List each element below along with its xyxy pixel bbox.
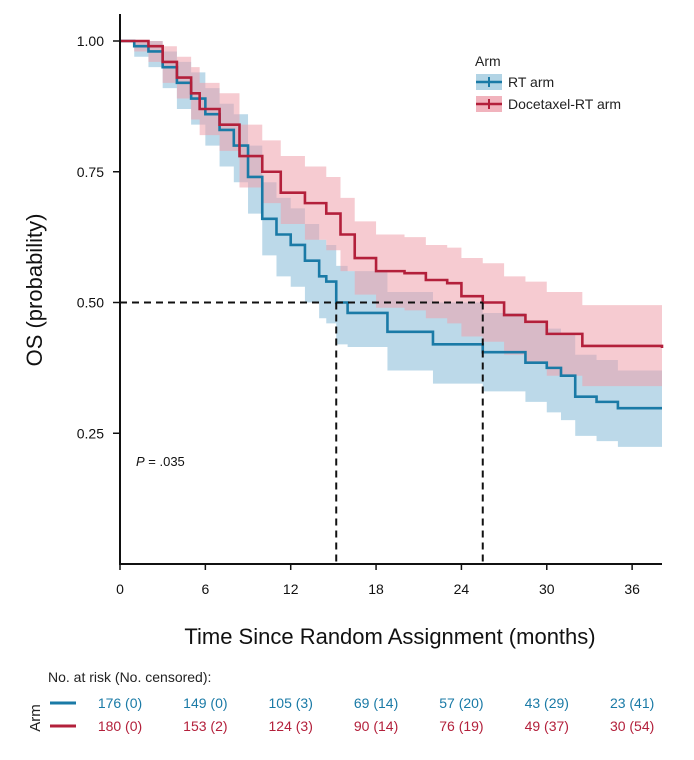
confidence-bands <box>120 41 662 447</box>
survival-curves <box>120 39 664 410</box>
x-tick-label: 36 <box>624 581 640 597</box>
risk-table-cell: 49 (37) <box>525 718 569 734</box>
median-lines <box>120 301 484 564</box>
risk-table-cell: 23 (41) <box>610 695 654 711</box>
y-tick-label: 0.25 <box>77 425 104 441</box>
legend-title: Arm <box>475 53 501 69</box>
legend-label-1: Docetaxel-RT arm <box>508 96 621 112</box>
x-tick-label: 30 <box>539 581 555 597</box>
x-tick-label: 18 <box>368 581 384 597</box>
survival-curve-1 <box>120 39 664 349</box>
risk-table-title: No. at risk (No. censored): <box>48 669 211 685</box>
x-tick-label: 12 <box>283 581 299 597</box>
x-axis-label: Time Since Random Assignment (months) <box>184 624 595 649</box>
risk-table-cell: 76 (19) <box>439 718 483 734</box>
legend: Arm RT arm Docetaxel-RT arm <box>475 53 621 112</box>
confidence-band-1 <box>120 41 662 389</box>
legend-label-0: RT arm <box>508 74 554 90</box>
risk-table-cell: 43 (29) <box>525 695 569 711</box>
p-value: = .035 <box>145 454 185 469</box>
y-tick-label: 0.75 <box>77 164 104 180</box>
risk-table-cell: 180 (0) <box>98 718 142 734</box>
ticks: 0 6 12 18 24 30 36 0.25 0.50 0.75 1.00 <box>77 33 640 597</box>
risk-table-cell: 176 (0) <box>98 695 142 711</box>
survival-curve-0 <box>120 39 662 410</box>
axes <box>119 14 662 565</box>
risk-table-cell: 105 (3) <box>269 695 313 711</box>
p-value-annotation: P = .035 <box>136 454 185 469</box>
x-tick-label: 24 <box>454 581 470 597</box>
y-tick-label: 0.50 <box>77 295 104 311</box>
risk-table: No. at risk (No. censored): Arm 176 (0) 1… <box>27 669 654 734</box>
risk-table-cell: 149 (0) <box>183 695 227 711</box>
risk-table-cell: 153 (2) <box>183 718 227 734</box>
risk-table-row-label: Arm <box>27 704 44 732</box>
risk-table-cell: 69 (14) <box>354 695 398 711</box>
x-tick-label: 6 <box>201 581 209 597</box>
risk-table-cell: 124 (3) <box>269 718 313 734</box>
y-tick-label: 1.00 <box>77 33 104 49</box>
risk-table-cell: 90 (14) <box>354 718 398 734</box>
p-label: P <box>136 454 145 469</box>
risk-table-cell: 57 (20) <box>439 695 483 711</box>
x-tick-label: 0 <box>116 581 124 597</box>
risk-table-cell: 30 (54) <box>610 718 654 734</box>
y-axis-label: OS (probability) <box>22 214 47 367</box>
